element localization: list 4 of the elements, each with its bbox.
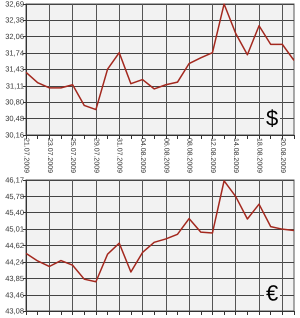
- annotation: €: [266, 280, 278, 306]
- annotation: $: [266, 106, 278, 130]
- line-series: [25, 3, 295, 110]
- line-series: [25, 180, 295, 282]
